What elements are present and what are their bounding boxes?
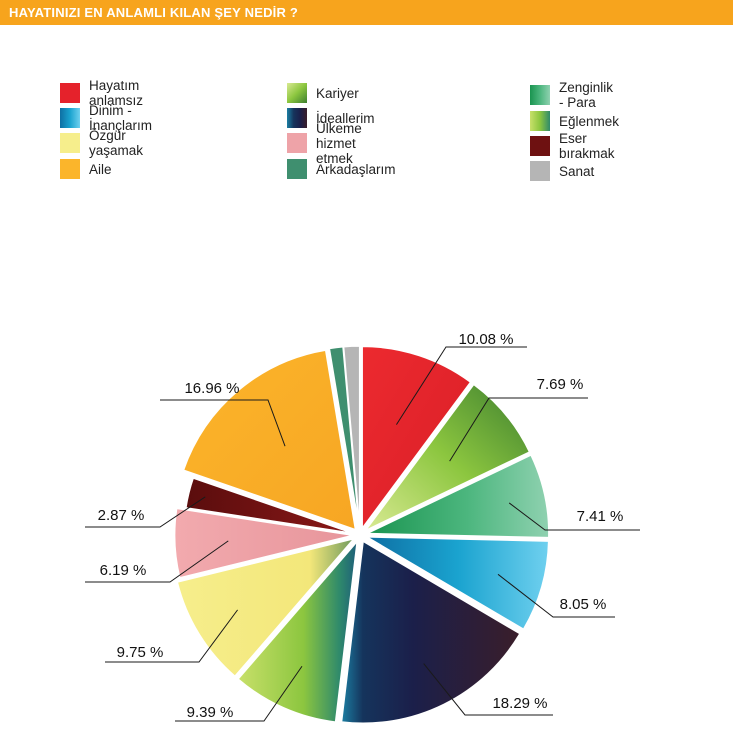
data-label: 9.39 % <box>187 704 234 721</box>
legend-swatch <box>60 133 80 153</box>
pie-slice <box>363 536 550 631</box>
legend-label: Hayatım anlamsız <box>89 78 144 108</box>
legend-label: Eser bırakmak <box>559 131 615 161</box>
legend-swatch <box>530 111 550 131</box>
legend-item: Eser bırakmak <box>530 131 615 161</box>
legend-swatch <box>530 161 550 181</box>
legend-label: Aile <box>89 161 112 177</box>
page-title: HAYATINIZI EN ANLAMLI KILAN ŞEY NEDİR ? <box>0 0 733 25</box>
legend-label: Özgür yaşamak <box>89 128 144 158</box>
legend-label: İdeallerim <box>316 110 375 126</box>
data-label: 16.96 % <box>184 380 239 397</box>
data-label: 2.87 % <box>98 507 145 524</box>
legend-swatch <box>287 133 307 153</box>
pie-slice <box>361 345 472 531</box>
legend-label: Sanat <box>559 163 595 179</box>
legend-item: Aile <box>60 158 112 180</box>
pie-slice <box>182 349 357 531</box>
leader-line <box>396 346 527 425</box>
legend-item: Ülkeme hizmet etmek <box>287 121 362 166</box>
leader-line <box>175 665 303 722</box>
legend-swatch <box>287 83 307 103</box>
legend-swatch <box>287 159 307 179</box>
legend-swatch <box>287 108 307 128</box>
legend-item: İdeallerim <box>287 107 375 129</box>
leader-line <box>497 573 615 618</box>
data-label: 7.41 % <box>577 508 624 525</box>
leader-line <box>105 609 238 663</box>
legend-label: Ülkeme hizmet etmek <box>316 120 362 166</box>
legend-swatch <box>530 136 550 156</box>
leader-line <box>85 496 206 528</box>
legend-swatch <box>60 83 80 103</box>
legend-swatch <box>60 108 80 128</box>
pie-slice <box>366 453 550 539</box>
leader-line <box>508 502 640 531</box>
legend-label: Eğlenmek <box>559 113 620 129</box>
legend-item: Zenginlik - Para <box>530 80 613 110</box>
leader-line <box>85 540 229 583</box>
leader-line <box>423 663 553 716</box>
data-label: 18.29 % <box>492 695 547 712</box>
pie-slice <box>176 537 357 678</box>
legend-swatch <box>530 85 550 105</box>
legend-item: Kariyer <box>287 82 359 104</box>
pie-slice <box>364 383 531 532</box>
legend-label: Arkadaşlarım <box>316 161 396 177</box>
legend-label: Zenginlik - Para <box>559 80 614 110</box>
legend-item: Arkadaşlarım <box>287 158 396 180</box>
data-label: 10.08 % <box>458 331 513 348</box>
legend-item: Sanat <box>530 160 594 182</box>
legend-label: Kariyer <box>316 85 359 101</box>
data-label: 9.75 % <box>117 644 164 661</box>
data-label: 6.19 % <box>100 562 147 579</box>
legend-item: Eğlenmek <box>530 110 619 132</box>
pie-slice <box>185 477 354 535</box>
legend-label: Dinim - İnançlarım <box>89 103 153 133</box>
pie-slice <box>342 345 361 529</box>
legend-item: Dinim - İnançlarım <box>60 103 152 133</box>
pie-slice <box>237 539 359 723</box>
pie-slice <box>173 507 354 579</box>
data-label: 8.05 % <box>560 596 607 613</box>
pie-slice <box>340 540 521 725</box>
legend-item: Hayatım anlamsız <box>60 78 143 108</box>
leader-line <box>160 399 286 447</box>
data-label: 7.69 % <box>537 376 584 393</box>
leader-line <box>449 397 588 462</box>
legend-item: Özgür yaşamak <box>60 128 143 158</box>
legend-swatch <box>60 159 80 179</box>
